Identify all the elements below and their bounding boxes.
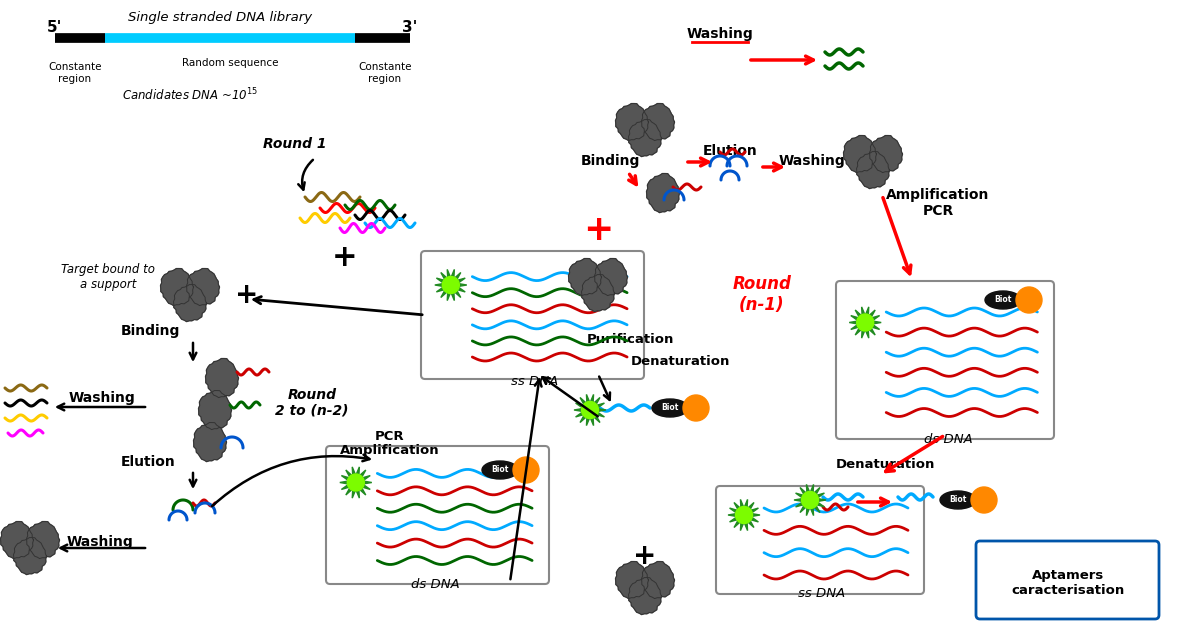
Ellipse shape	[985, 291, 1021, 309]
Polygon shape	[870, 135, 902, 173]
Text: Amplification: Amplification	[340, 444, 440, 457]
Text: Elution: Elution	[703, 144, 757, 158]
Text: Target bound to
a support: Target bound to a support	[61, 263, 155, 291]
Polygon shape	[616, 561, 648, 598]
Circle shape	[1016, 287, 1042, 313]
Text: Biot: Biot	[661, 403, 679, 413]
Text: Purification: Purification	[587, 333, 673, 346]
Text: Washing: Washing	[68, 391, 136, 405]
Ellipse shape	[940, 491, 976, 509]
Text: Denaturation: Denaturation	[630, 355, 730, 368]
Ellipse shape	[652, 399, 688, 417]
FancyBboxPatch shape	[716, 486, 924, 594]
Ellipse shape	[482, 461, 518, 479]
Polygon shape	[802, 491, 818, 508]
Text: Biot: Biot	[949, 496, 967, 505]
Text: +: +	[332, 244, 358, 273]
Text: Binding: Binding	[120, 324, 180, 338]
Text: Washing: Washing	[686, 27, 754, 41]
Polygon shape	[340, 467, 372, 498]
Text: Constante
region: Constante region	[48, 62, 102, 84]
FancyBboxPatch shape	[836, 281, 1054, 439]
Polygon shape	[174, 285, 206, 321]
Polygon shape	[857, 314, 874, 331]
Text: Amplification
PCR: Amplification PCR	[887, 188, 990, 218]
Polygon shape	[594, 258, 628, 295]
Text: ds DNA: ds DNA	[924, 433, 972, 446]
Polygon shape	[728, 500, 760, 530]
Polygon shape	[850, 307, 881, 338]
Polygon shape	[582, 275, 614, 312]
Text: Biot: Biot	[995, 295, 1012, 304]
Text: Washing: Washing	[67, 535, 133, 549]
Polygon shape	[629, 578, 661, 615]
FancyBboxPatch shape	[421, 251, 644, 379]
Text: +: +	[634, 542, 656, 570]
Polygon shape	[193, 423, 227, 462]
FancyBboxPatch shape	[976, 541, 1159, 619]
Polygon shape	[443, 277, 460, 294]
Text: Constante
region: Constante region	[359, 62, 412, 84]
Text: PCR: PCR	[376, 430, 404, 443]
Polygon shape	[574, 394, 606, 426]
Text: +: +	[235, 281, 259, 309]
Polygon shape	[26, 522, 60, 559]
Text: +: +	[583, 213, 613, 247]
Text: Binding: Binding	[581, 154, 640, 168]
Polygon shape	[198, 391, 232, 430]
Polygon shape	[647, 173, 679, 212]
Circle shape	[683, 395, 709, 421]
Polygon shape	[857, 152, 889, 188]
Polygon shape	[642, 561, 674, 598]
Text: Candidates DNA ~10$^{15}$: Candidates DNA ~10$^{15}$	[122, 87, 258, 103]
Polygon shape	[186, 268, 220, 306]
Polygon shape	[13, 537, 47, 575]
Text: Round
(n-1): Round (n-1)	[732, 275, 792, 314]
Text: Round 1: Round 1	[263, 137, 326, 151]
Polygon shape	[616, 103, 648, 140]
Text: Elution: Elution	[121, 455, 175, 469]
Text: Washing: Washing	[779, 154, 845, 168]
Text: 5': 5'	[47, 21, 62, 35]
Circle shape	[971, 487, 997, 513]
Text: Random sequence: Random sequence	[181, 58, 278, 68]
Text: ss DNA: ss DNA	[798, 587, 846, 600]
FancyBboxPatch shape	[326, 446, 550, 584]
Text: Biot: Biot	[491, 466, 509, 474]
Polygon shape	[582, 401, 599, 418]
Polygon shape	[205, 358, 239, 398]
Polygon shape	[434, 270, 467, 301]
Polygon shape	[0, 522, 34, 559]
Polygon shape	[161, 268, 193, 306]
Polygon shape	[569, 258, 601, 295]
Polygon shape	[347, 474, 365, 491]
Polygon shape	[642, 103, 674, 140]
Text: Denaturation: Denaturation	[835, 458, 935, 471]
Polygon shape	[794, 484, 826, 515]
Text: 3': 3'	[402, 21, 418, 35]
Polygon shape	[844, 135, 876, 173]
Text: Round
2 to (n-2): Round 2 to (n-2)	[275, 388, 349, 418]
Text: Aptamers
caracterisation: Aptamers caracterisation	[1012, 569, 1124, 597]
Text: Single stranded DNA library: Single stranded DNA library	[128, 11, 312, 25]
Circle shape	[514, 457, 539, 483]
Polygon shape	[736, 507, 752, 524]
Text: ss DNA: ss DNA	[511, 375, 559, 388]
Polygon shape	[629, 120, 661, 157]
Text: ds DNA: ds DNA	[410, 578, 460, 591]
